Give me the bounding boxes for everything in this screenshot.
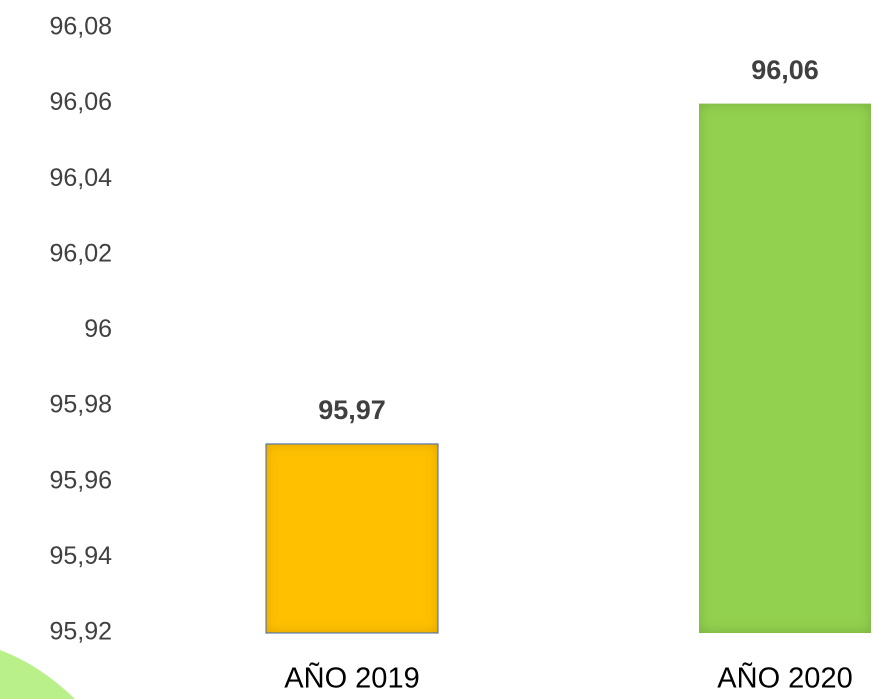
value-label: 95,97	[318, 395, 386, 425]
value-label: 96,06	[751, 55, 819, 85]
y-tick-label: 96,02	[49, 239, 112, 267]
y-tick-label: 95,98	[49, 391, 112, 419]
decoration	[0, 650, 75, 699]
x-tick-label: AÑO 2019	[284, 661, 419, 695]
plot-area: 95,92 95,94 95,96 95,98 96 96,02 96,04 96,06 96,…	[49, 13, 871, 695]
y-tick-label: 96,04	[49, 164, 112, 192]
y-tick-label: 95,96	[49, 466, 112, 494]
y-tick-label: 95,92	[49, 618, 112, 646]
y-tick-label: 96,06	[49, 88, 112, 116]
y-tick-label: 96,08	[49, 13, 112, 41]
y-tick-label: 95,94	[49, 542, 112, 570]
x-tick-label: AÑO 2020	[717, 661, 852, 695]
y-tick-label: 96	[84, 315, 112, 343]
bar	[265, 443, 439, 634]
bar	[699, 103, 871, 633]
